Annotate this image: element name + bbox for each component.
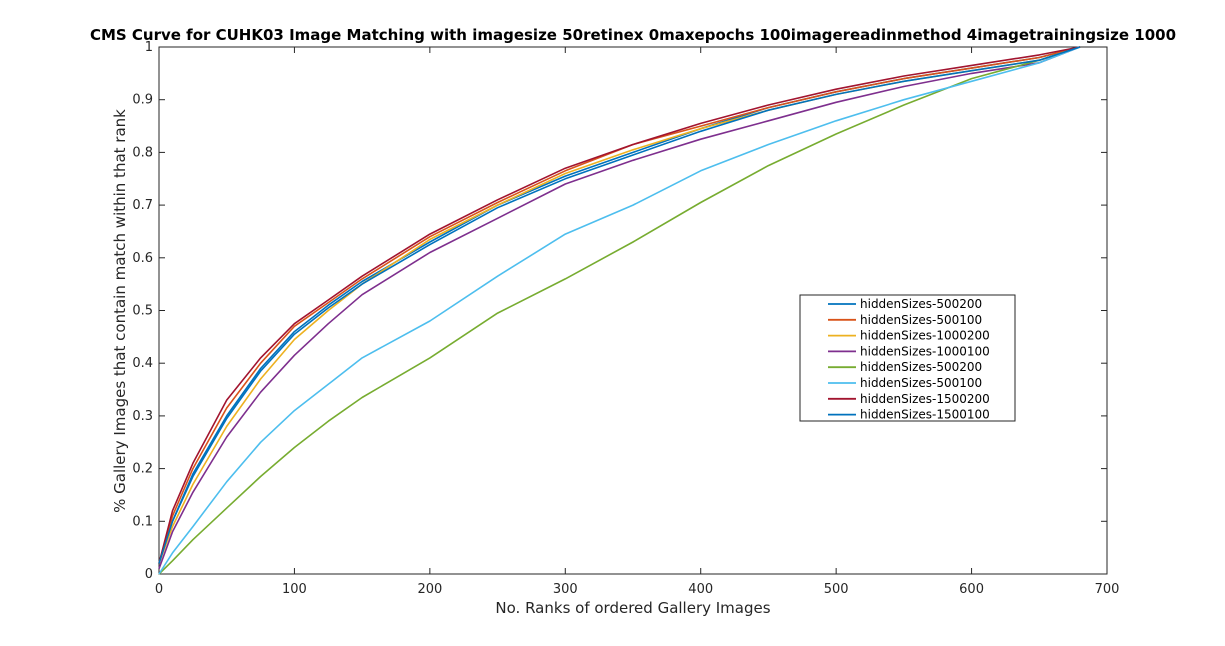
chart-title: CMS Curve for CUHK03 Image Matching with… xyxy=(90,26,1176,44)
legend-label-2: hiddenSizes-500100 xyxy=(860,313,982,327)
legend-label-1: hiddenSizes-500200 xyxy=(860,297,982,311)
legend-box xyxy=(799,294,1016,422)
series-line-6 xyxy=(158,46,1081,575)
legend-label-4: hiddenSizes-1000100 xyxy=(860,344,990,358)
x-tick-label: 700 xyxy=(1095,582,1120,597)
y-tick-label: 0 xyxy=(145,567,153,582)
series-line-5 xyxy=(158,46,1081,575)
series-line-4 xyxy=(158,46,1081,569)
x-tick-label: 300 xyxy=(553,582,578,597)
legend-label-7: hiddenSizes-1500200 xyxy=(860,392,990,406)
x-tick-label: 400 xyxy=(688,582,713,597)
y-tick-label: 0.5 xyxy=(132,304,153,319)
legend: hiddenSizes-500200 hiddenSizes-500100 hidd… xyxy=(799,294,1016,422)
y-axis-title: % Gallery Images that contain match with… xyxy=(111,109,129,513)
y-tick-label: 0.2 xyxy=(132,462,153,477)
x-tick-label: 500 xyxy=(824,582,849,597)
legend-items: hiddenSizes-500200 hiddenSizes-500100 hidd… xyxy=(828,297,990,422)
x-tick-label: 200 xyxy=(417,582,442,597)
y-tick-label: 0.1 xyxy=(132,514,153,529)
y-tick-label: 1 xyxy=(145,40,153,55)
legend-label-5: hiddenSizes-500200 xyxy=(860,360,982,374)
series-line-8 xyxy=(158,46,1081,564)
y-tick-label: 0.6 xyxy=(132,251,153,266)
y-tick-label: 0.7 xyxy=(132,198,153,213)
y-tick-label: 0.9 xyxy=(132,93,153,108)
x-tick-label: 0 xyxy=(155,582,163,597)
axis-ticks: 0 100 200 300 400 500 600 700 0 0.1 0.2 0.3 0.4 0.5 0.… xyxy=(132,40,1119,597)
x-tick-label: 100 xyxy=(282,582,307,597)
y-tick-label: 0.3 xyxy=(132,409,153,424)
x-axis-title: No. Ranks of ordered Gallery Images xyxy=(495,599,770,617)
series-lines xyxy=(158,46,1081,575)
x-tick-label: 600 xyxy=(959,582,984,597)
legend-label-6: hiddenSizes-500100 xyxy=(860,376,982,390)
y-tick-label: 0.4 xyxy=(132,356,153,371)
series-line-2 xyxy=(158,46,1081,564)
legend-label-8: hiddenSizes-1500100 xyxy=(860,408,990,422)
series-line-7 xyxy=(158,46,1081,564)
y-tick-label: 0.8 xyxy=(132,145,153,160)
legend-label-3: hiddenSizes-1000200 xyxy=(860,329,990,343)
